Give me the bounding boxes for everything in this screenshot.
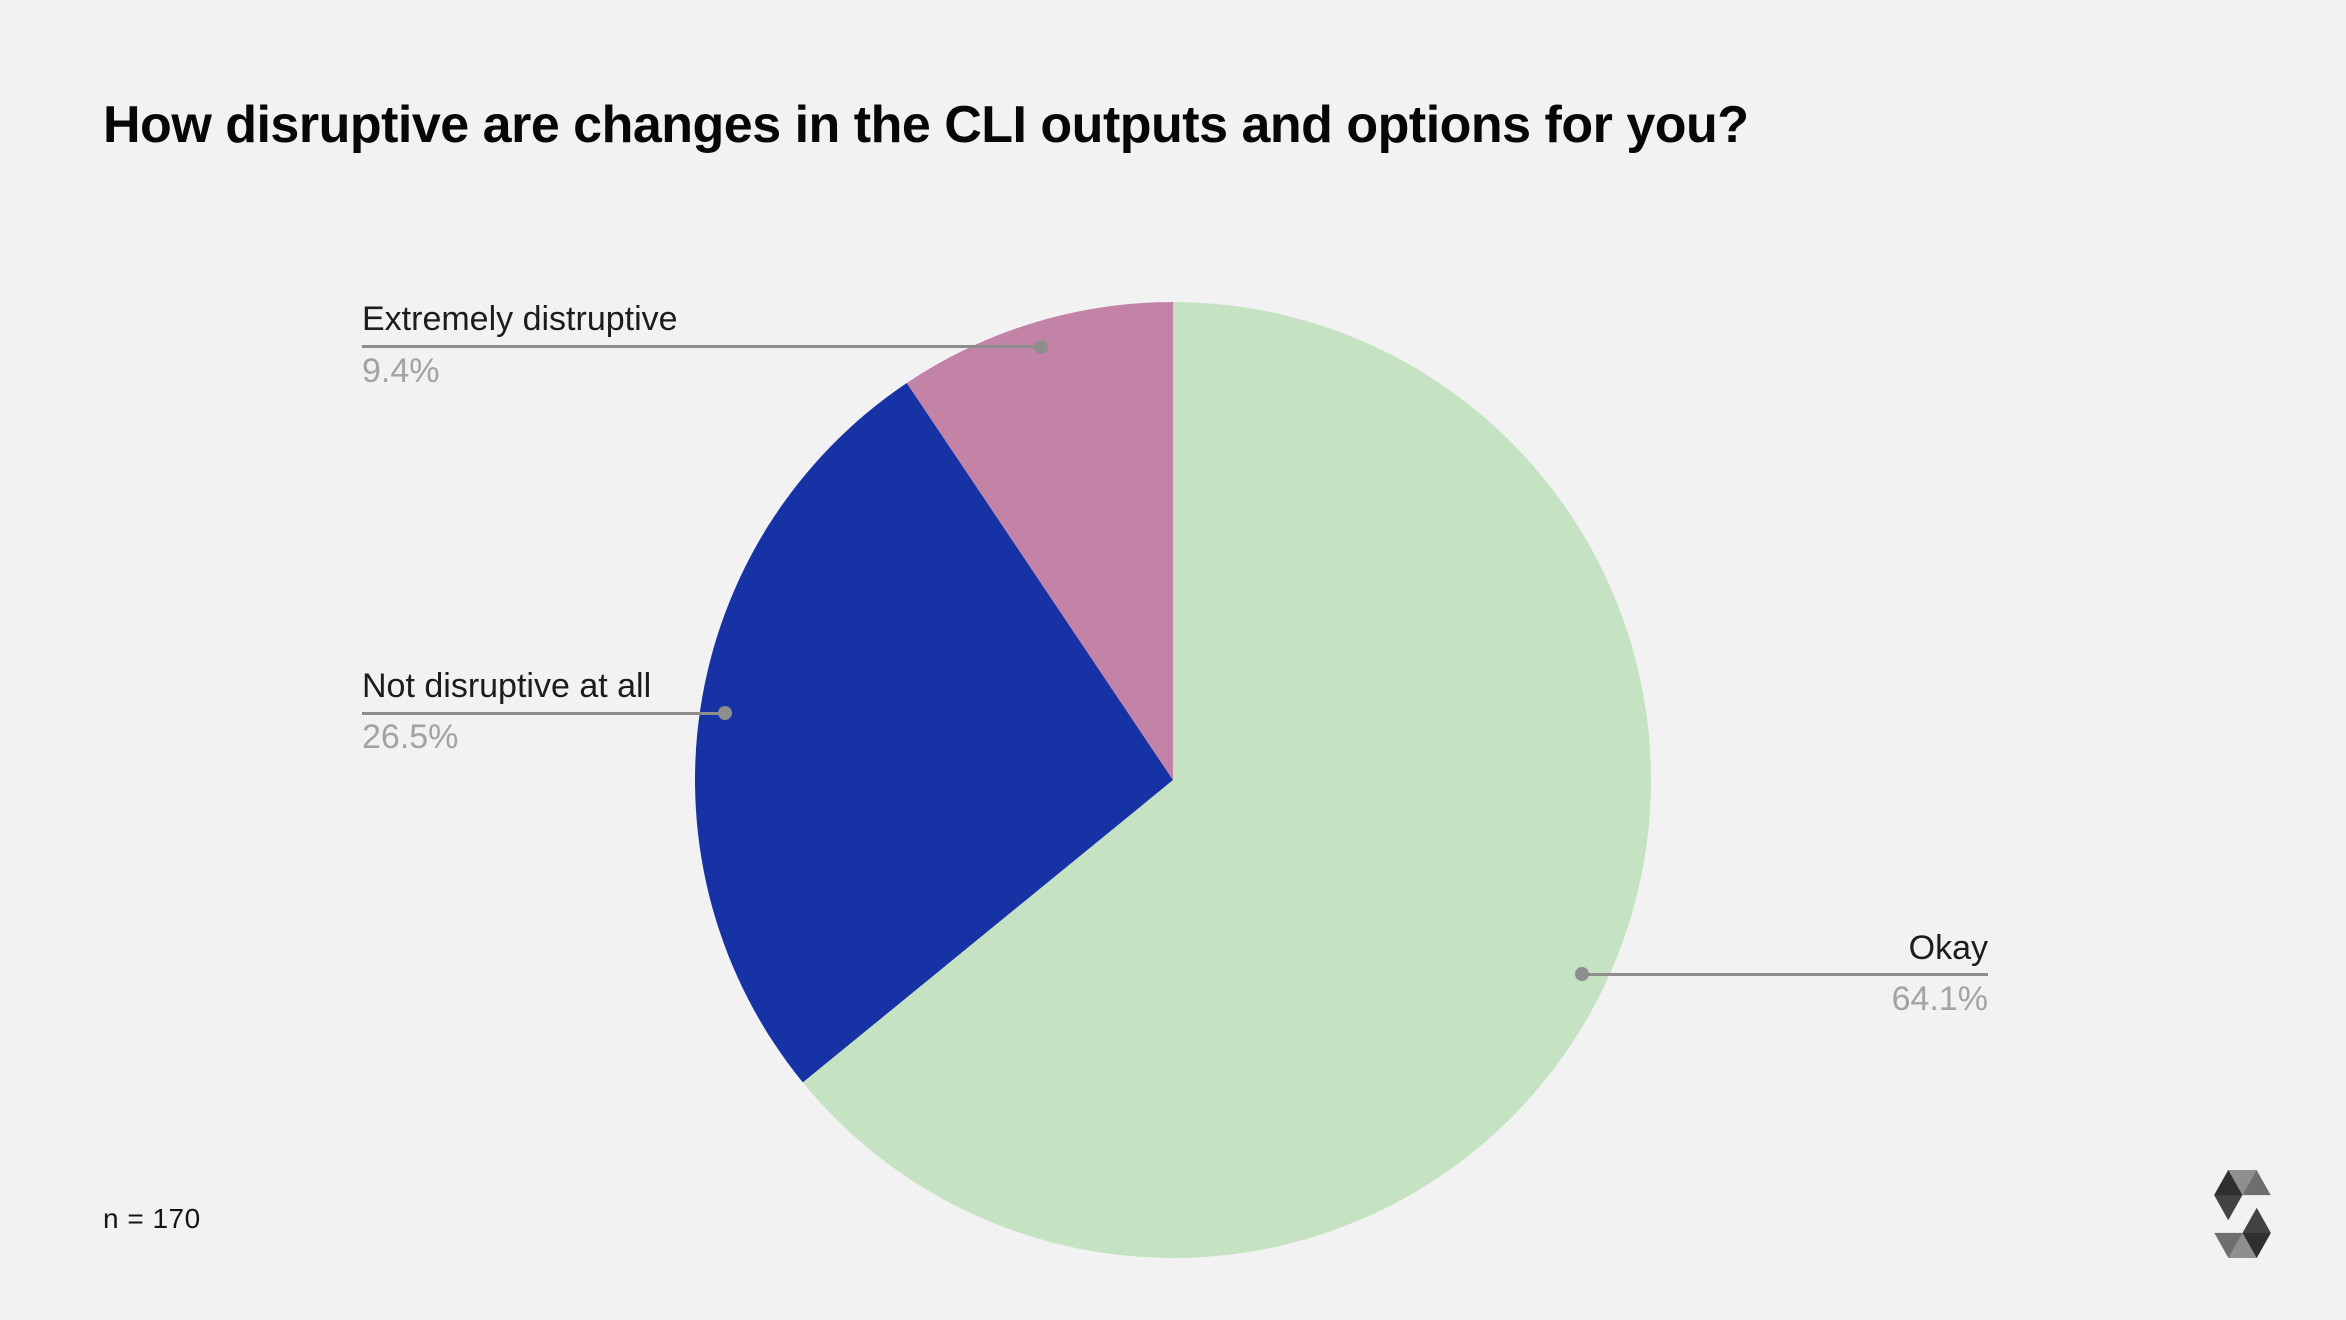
solidity-logo-icon	[2214, 1170, 2271, 1258]
leader-line-not-disruptive	[362, 711, 725, 715]
leader-line-extremely-disruptive	[362, 345, 1042, 349]
leader-dot-icon	[1034, 339, 1049, 354]
chart-title: How disruptive are changes in the CLI ou…	[103, 96, 1749, 154]
slice-percent-extremely-disruptive: 9.4%	[362, 352, 440, 390]
pie-slice-not-disruptive	[694, 383, 1173, 1083]
slice-label-not-disruptive: Not disruptive at all	[362, 667, 652, 705]
slice-label-okay: Okay	[1908, 929, 1988, 967]
slice-percent-not-disruptive: 26.5%	[362, 718, 459, 756]
pie-slice-okay	[802, 302, 1651, 1259]
leader-line-okay	[1582, 972, 1988, 976]
leader-dot-icon	[717, 706, 732, 721]
leader-dot-icon	[1575, 967, 1590, 982]
slice-percent-okay: 64.1%	[1891, 980, 1988, 1018]
sample-size: n = 170	[103, 1203, 201, 1234]
pie-slice-extremely-disruptive	[906, 302, 1173, 780]
slice-label-extremely-disruptive: Extremely distruptive	[362, 300, 678, 338]
